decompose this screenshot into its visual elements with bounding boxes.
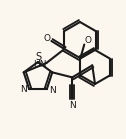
- Text: O: O: [85, 36, 92, 45]
- Text: HN: HN: [33, 59, 46, 69]
- Text: N: N: [49, 86, 56, 95]
- Text: O: O: [44, 33, 51, 43]
- Text: N: N: [20, 85, 27, 94]
- Text: N: N: [69, 101, 76, 110]
- Text: S: S: [35, 52, 41, 62]
